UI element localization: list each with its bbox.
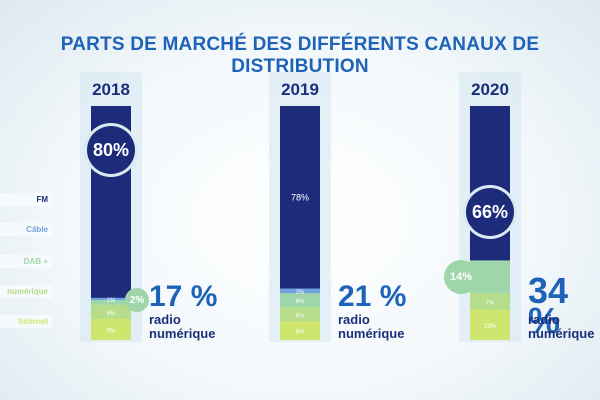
data-label-2020-dab-: 14% [444,259,478,294]
bar-segment-2020-num-rique [470,293,510,310]
total-value-2019: 21 % [338,280,407,313]
total-value-2018: 17 % [149,280,218,313]
year-label-2020: 2020 [471,80,509,99]
data-label-2018-fm: 80% [87,126,135,174]
bar-segment-2019-num-rique [280,307,320,322]
year-label-2019: 2019 [281,80,319,99]
data-label-2020-fm: 66% [466,188,514,236]
year-label-2018: 2018 [92,80,130,99]
legend-internet: Internet [0,315,52,328]
bar-segment-2019-fm [280,106,320,289]
data-label-2019-fm: 78% [291,192,309,202]
data-label-2018-dab-: 2% [125,288,149,313]
data-label-2019-internet: 8% [296,330,305,336]
bar-segment-2018-num-rique [91,304,131,319]
data-label-2019-num-rique: 6% [296,313,305,319]
data-label-2020-num-rique: 7% [486,300,495,306]
bar-segment-2019-c-ble [280,288,320,294]
data-label-2018-num-rique: 6% [107,311,116,317]
legend-dab-: DAB + [0,255,52,268]
bar-segment-2019-dab- [280,293,320,308]
data-label-2020-internet: 13% [484,324,497,330]
bar-segment-2020-internet [470,309,510,340]
total-value-2020: 34 % [528,270,569,341]
total-label-line1-2019: radio [338,312,370,327]
chart-title: PARTS DE MARCHÉ DES DIFFÉRENTS CANAUX DE… [60,34,540,77]
data-label-2018-c-ble: 1% [107,298,116,304]
total-label-line2-2020: numérique [528,326,595,341]
total-label-line2-2019: numérique [338,326,405,341]
data-label-2018-internet: 9% [107,328,116,334]
legend-num-rique: numérique [0,285,52,298]
data-label-2019-c-ble: 2% [296,290,305,296]
bar-segment-2018-internet [91,318,131,340]
bar-segment-2018-c-ble [91,297,131,301]
bar-segment-2020-fm [470,106,510,261]
total-label-line1-2020: radio [528,312,560,327]
total-label-line1-2018: radio [149,312,181,327]
bar-segment-2019-internet [280,321,320,340]
total-label-line2-2018: numérique [149,326,216,341]
data-label-2019-dab-: 6% [296,299,305,305]
legend-c-ble: Câble [0,223,52,236]
bar-segment-2018-dab- [91,300,131,305]
legend-fm: FM [0,193,52,206]
